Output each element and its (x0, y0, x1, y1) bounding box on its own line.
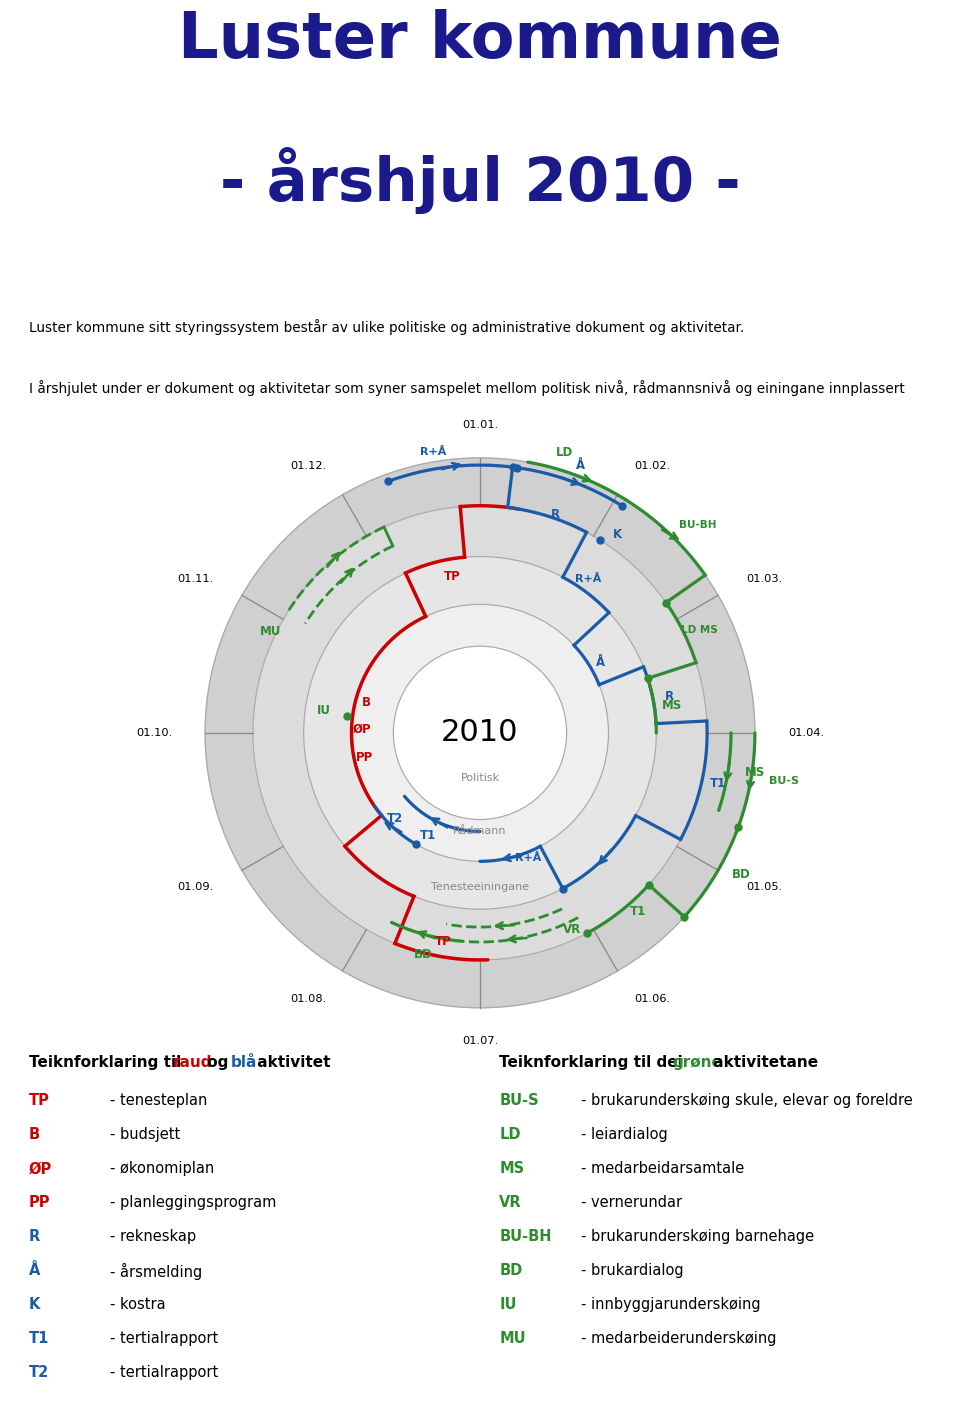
Text: ØP: ØP (353, 723, 372, 736)
Text: BD: BD (732, 868, 750, 881)
Text: VR: VR (564, 924, 582, 936)
Text: 01.12.: 01.12. (290, 461, 326, 471)
Text: - brukarunderskøing barnehage: - brukarunderskøing barnehage (581, 1229, 814, 1244)
Text: 01.08.: 01.08. (290, 995, 326, 1005)
Text: - tenesteplan: - tenesteplan (110, 1093, 207, 1109)
Text: PP: PP (356, 751, 373, 764)
Text: 01.05.: 01.05. (747, 882, 782, 892)
Text: Luster kommune sitt styringssystem består av ulike politiske og administrative d: Luster kommune sitt styringssystem bestå… (29, 319, 744, 334)
Text: 01.07.: 01.07. (462, 1036, 498, 1046)
Circle shape (351, 605, 609, 861)
Text: - vernerundar: - vernerundar (581, 1195, 682, 1210)
Text: K: K (612, 528, 622, 541)
Text: I årshjulet under er dokument og aktivitetar som syner samspelet mellom politisk: I årshjulet under er dokument og aktivit… (29, 380, 904, 396)
Text: T1: T1 (29, 1332, 49, 1346)
Text: - leiardialog: - leiardialog (581, 1127, 667, 1143)
Text: - rekneskap: - rekneskap (110, 1229, 197, 1244)
Text: Teiknforklaring til: Teiknforklaring til (29, 1056, 186, 1070)
Text: T2: T2 (388, 813, 403, 825)
Text: - planleggingsprogram: - planleggingsprogram (110, 1195, 276, 1210)
Text: raud: raud (173, 1056, 212, 1070)
Text: BU-BH: BU-BH (499, 1229, 552, 1244)
Text: Teiknforklaring til dei: Teiknforklaring til dei (499, 1056, 688, 1070)
Text: R+Å: R+Å (575, 573, 602, 583)
Text: MU: MU (260, 625, 281, 638)
Text: LD MS: LD MS (681, 625, 717, 635)
Text: 2010: 2010 (442, 719, 518, 747)
Text: MU: MU (499, 1332, 526, 1346)
Text: BU-S: BU-S (499, 1093, 539, 1109)
Text: ØP: ØP (29, 1161, 52, 1177)
Text: - brukarunderskøing skule, elevar og foreldre: - brukarunderskøing skule, elevar og for… (581, 1093, 913, 1109)
Text: Tenesteeiningane: Tenesteeiningane (431, 882, 529, 892)
Text: B: B (362, 696, 371, 709)
Text: - innbyggjarunderskøing: - innbyggjarunderskøing (581, 1298, 760, 1312)
Text: R+Å: R+Å (515, 852, 541, 862)
Circle shape (205, 458, 755, 1007)
Text: IU: IU (499, 1298, 516, 1312)
Text: 01.03.: 01.03. (747, 573, 782, 583)
Text: 01.02.: 01.02. (634, 461, 670, 471)
Text: T1: T1 (630, 905, 646, 918)
Text: Å: Å (596, 656, 606, 669)
Text: - tertialrapport: - tertialrapport (110, 1366, 219, 1380)
Text: Politisk: Politisk (461, 773, 499, 783)
Text: 01.01.: 01.01. (462, 420, 498, 430)
Text: og: og (202, 1056, 233, 1070)
Text: BD: BD (499, 1264, 522, 1278)
Text: - budsjett: - budsjett (110, 1127, 180, 1143)
Text: 01.10.: 01.10. (136, 727, 172, 739)
Text: blå: blå (230, 1056, 256, 1070)
Text: T1: T1 (420, 828, 436, 841)
Text: BU-S: BU-S (769, 776, 799, 785)
Text: VR: VR (499, 1195, 522, 1210)
Text: MS: MS (662, 699, 683, 712)
Text: - medarbeidarsamtale: - medarbeidarsamtale (581, 1161, 744, 1177)
Text: BD: BD (414, 948, 432, 961)
Text: K: K (29, 1298, 40, 1312)
Text: TP: TP (444, 571, 461, 583)
Text: B: B (29, 1127, 40, 1143)
Text: TP: TP (435, 935, 451, 948)
Text: grøne: grøne (672, 1056, 722, 1070)
Text: LD: LD (557, 445, 573, 458)
Text: 01.09.: 01.09. (178, 882, 213, 892)
Circle shape (394, 646, 566, 820)
Text: PP: PP (29, 1195, 50, 1210)
Text: - tertialrapport: - tertialrapport (110, 1332, 219, 1346)
Text: R: R (551, 508, 561, 521)
Text: 01.06.: 01.06. (634, 995, 670, 1005)
Text: Luster kommune: Luster kommune (178, 9, 782, 71)
Text: MS: MS (745, 766, 765, 778)
Text: R: R (29, 1229, 40, 1244)
Text: aktivitet: aktivitet (252, 1056, 330, 1070)
Text: Å: Å (576, 460, 585, 472)
Text: - brukardialog: - brukardialog (581, 1264, 684, 1278)
Text: 01.11.: 01.11. (178, 573, 213, 583)
Text: TP: TP (29, 1093, 50, 1109)
Circle shape (303, 556, 657, 909)
Text: - økonomiplan: - økonomiplan (110, 1161, 215, 1177)
Text: LD: LD (499, 1127, 520, 1143)
Text: Å: Å (29, 1264, 40, 1278)
Text: T2: T2 (29, 1366, 49, 1380)
Text: - medarbeiderunderskøing: - medarbeiderunderskøing (581, 1332, 777, 1346)
Text: - årsmelding: - årsmelding (110, 1264, 203, 1281)
Text: 01.04.: 01.04. (788, 727, 824, 739)
Text: BU-BH: BU-BH (679, 519, 716, 529)
Text: MS: MS (499, 1161, 524, 1177)
Text: R: R (664, 690, 674, 703)
Text: - kostra: - kostra (110, 1298, 166, 1312)
Text: - årshjul 2010 -: - årshjul 2010 - (220, 147, 740, 213)
Text: Rådmann: Rådmann (453, 827, 507, 837)
Circle shape (252, 505, 708, 961)
Text: T1: T1 (709, 777, 726, 790)
Text: R+Å: R+Å (420, 447, 446, 457)
Text: IU: IU (317, 704, 331, 717)
Text: aktivitetane: aktivitetane (708, 1056, 818, 1070)
